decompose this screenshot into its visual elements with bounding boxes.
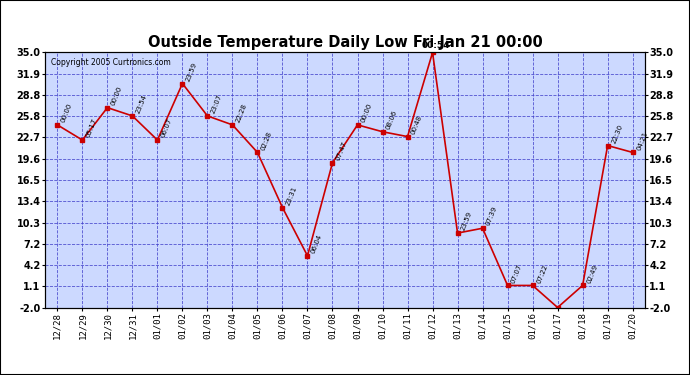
Text: 07:39: 07:39	[485, 206, 499, 227]
Text: 22:30: 22:30	[611, 123, 624, 144]
Text: 07:22: 07:22	[535, 263, 549, 284]
Text: 00:00: 00:00	[110, 85, 124, 106]
Text: 23:31: 23:31	[285, 185, 298, 206]
Text: 05:17: 05:17	[85, 118, 98, 139]
Text: 23:59: 23:59	[185, 61, 198, 82]
Text: 23:07: 23:07	[210, 93, 224, 114]
Title: Outside Temperature Daily Low Fri Jan 21 00:00: Outside Temperature Daily Low Fri Jan 21…	[148, 35, 542, 50]
Text: 06:04: 06:04	[310, 233, 324, 254]
Text: 00:00: 00:00	[360, 102, 373, 123]
Text: 22:28: 22:28	[235, 103, 248, 123]
Text: 08:06: 08:06	[385, 109, 399, 130]
Text: 23:54: 23:54	[135, 94, 148, 114]
Text: 07:47: 07:47	[335, 140, 348, 161]
Text: 00:54: 00:54	[422, 41, 450, 50]
Text: 04:21: 04:21	[635, 130, 649, 151]
Text: 02:28: 02:28	[260, 130, 273, 151]
Text: 23:59: 23:59	[460, 211, 473, 232]
Text: Copyright 2005 Curtronics.com: Copyright 2005 Curtronics.com	[51, 58, 170, 67]
Text: 02:49: 02:49	[585, 263, 598, 284]
Text: 00:00: 00:00	[60, 102, 73, 123]
Text: 06:07: 06:07	[160, 117, 173, 139]
Text: 07:07: 07:07	[511, 263, 524, 284]
Text: 00:48: 00:48	[411, 114, 424, 135]
